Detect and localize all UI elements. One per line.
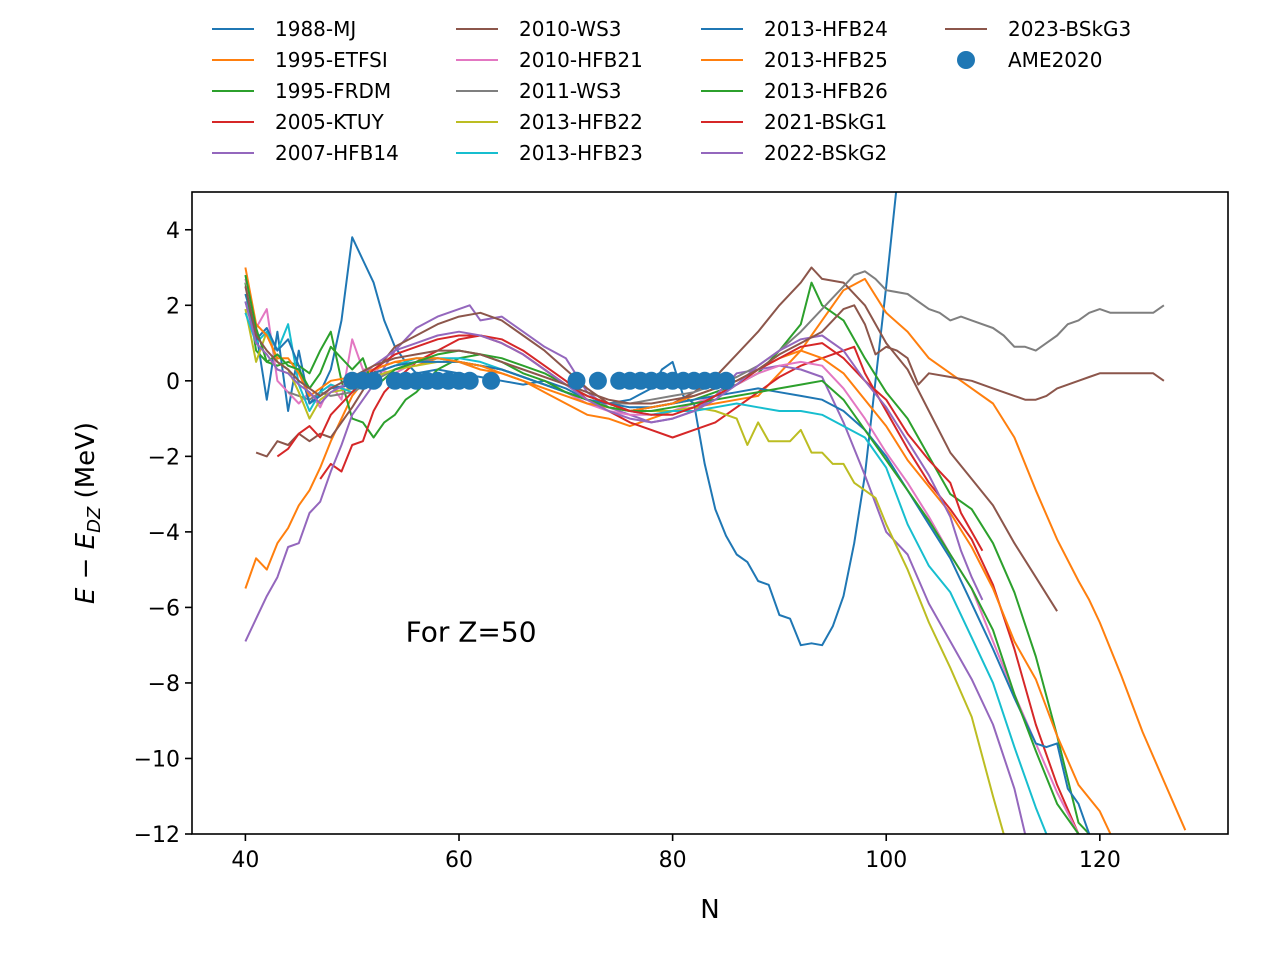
y-tick-label: 0 [166,370,180,395]
legend-label: 2005-KTUY [275,110,385,134]
legend-label: 2013-HFB24 [764,17,888,41]
legend-label: 2013-HFB22 [519,110,643,134]
legend-item-2011-ws3: 2011-WS3 [456,79,622,103]
scatter-point-ame2020 [588,371,607,390]
legend-label: 2013-HFB26 [764,79,888,103]
x-tick-label: 80 [659,848,687,873]
legend-label: 2023-BSkG3 [1008,17,1131,41]
legend-label: 2007-HFB14 [275,141,399,165]
legend-item-2013-hfb25: 2013-HFB25 [701,48,888,72]
legend-item-2010-hfb21: 2010-HFB21 [456,48,643,72]
legend-item-2021-bskg1: 2021-BSkG1 [701,110,887,134]
legend-item-1995-etfsi: 1995-ETFSI [212,48,388,72]
scatter-point-ame2020 [482,371,501,390]
x-axis-label: N [700,895,719,925]
legend-item-ame2020: AME2020 [957,48,1102,72]
legend-item-2022-bskg2: 2022-BSkG2 [701,141,887,165]
legend-item-2023-bskg3: 2023-BSkG3 [945,17,1131,41]
scatter-layer [343,371,735,390]
legend-marker [957,51,975,69]
legend-item-2013-hfb24: 2013-HFB24 [701,17,888,41]
legend: 1988-MJ 1995-ETFSI 1995-FRDM 2005-KTUY 2007-… [212,17,1131,165]
legend-label: 1995-ETFSI [275,48,388,72]
legend-label: AME2020 [1008,48,1102,72]
plot-area [192,192,1228,834]
y-axis-label-sub: DZ [84,506,105,533]
legend-label: 2010-WS3 [519,17,622,41]
y-tick-label: −10 [134,747,180,772]
plot-frame [191,191,1229,835]
legend-label: 2022-BSkG2 [764,141,887,165]
x-tick-label: 60 [445,848,473,873]
scatter-point-ame2020 [567,371,586,390]
annotation-text: For Z=50 [406,615,537,648]
y-tick-label: −8 [148,672,180,697]
legend-item-2013-hfb23: 2013-HFB23 [456,141,643,165]
scatter-point-ame2020 [717,371,735,390]
series-line-2022-bskg2 [244,301,984,601]
x-tick-label: 40 [231,848,259,873]
series-line-2013-hfb26 [244,274,1080,834]
legend-label: 2013-HFB25 [764,48,888,72]
legend-label: 2013-HFB23 [519,141,643,165]
y-tick-label: 4 [166,219,180,244]
legend-item-2013-hfb22: 2013-HFB22 [456,110,643,134]
series-layer [244,192,1187,834]
legend-label: 1988-MJ [275,17,356,41]
legend-item-2007-hfb14: 2007-HFB14 [212,141,399,165]
legend-item-2010-ws3: 2010-WS3 [456,17,622,41]
legend-item-2013-hfb26: 2013-HFB26 [701,79,888,103]
y-axis: 4 2 0 −2 −4 −6 −8 −10 −12 [134,219,192,848]
legend-item-1995-frdm: 1995-FRDM [212,79,391,103]
y-tick-label: −12 [134,823,180,848]
legend-item-2005-ktuy: 2005-KTUY [212,110,385,134]
legend-label: 1995-FRDM [275,79,391,103]
legend-label: 2011-WS3 [519,79,622,103]
x-axis: 40 60 80 100 120 [231,834,1121,873]
scatter-point-ame2020 [460,371,479,390]
y-axis-label-unit: (MeV) [71,422,101,507]
scatter-point-ame2020 [364,371,383,390]
x-tick-label: 120 [1079,848,1121,873]
y-tick-label: −4 [148,521,180,546]
y-tick-label: −2 [148,445,180,470]
y-tick-label: −6 [148,596,180,621]
legend-item-1988-mj: 1988-MJ [212,17,356,41]
series-line-2013-hfb25 [244,267,1112,834]
x-tick-label: 100 [865,848,907,873]
y-tick-label: 2 [166,294,180,319]
legend-label: 2021-BSkG1 [764,110,887,134]
y-axis-label: E − EDZ (MeV) [71,422,105,604]
legend-label: 2010-HFB21 [519,48,643,72]
y-axis-label-main: E − E [71,532,101,604]
